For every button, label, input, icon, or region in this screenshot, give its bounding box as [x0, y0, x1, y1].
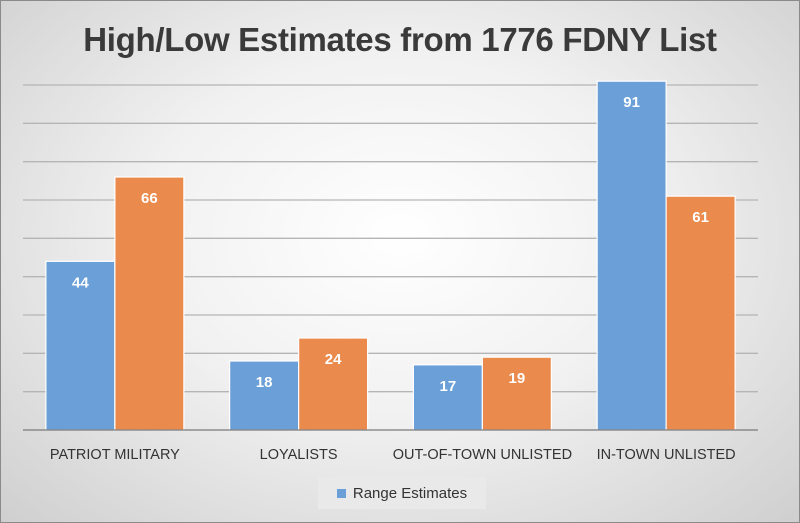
bar [45, 260, 116, 431]
bar [114, 176, 185, 431]
bar [596, 80, 667, 431]
bar [412, 364, 483, 431]
chart-title: High/Low Estimates from 1776 FDNY List [83, 21, 717, 58]
data-label: 17 [440, 378, 457, 395]
legend-swatch [336, 488, 346, 498]
bar [665, 195, 736, 431]
bar [481, 356, 552, 431]
bar [229, 360, 300, 431]
data-label: 19 [509, 370, 526, 387]
category-label: PATRIOT MILITARY [50, 447, 180, 463]
data-label: 24 [325, 351, 342, 368]
legend-label: Range Estimates [352, 484, 468, 502]
data-label: 66 [141, 190, 158, 207]
category-label: IN-TOWN UNLISTED [597, 447, 736, 463]
category-label: LOYALISTS [260, 447, 338, 463]
data-label: 91 [623, 94, 640, 111]
data-label: 18 [256, 374, 273, 391]
data-label: 61 [692, 209, 709, 226]
category-label: OUT-OF-TOWN UNLISTED [393, 447, 572, 463]
bar [298, 337, 369, 431]
data-label: 44 [72, 274, 89, 291]
legend: Range Estimates [318, 477, 486, 509]
